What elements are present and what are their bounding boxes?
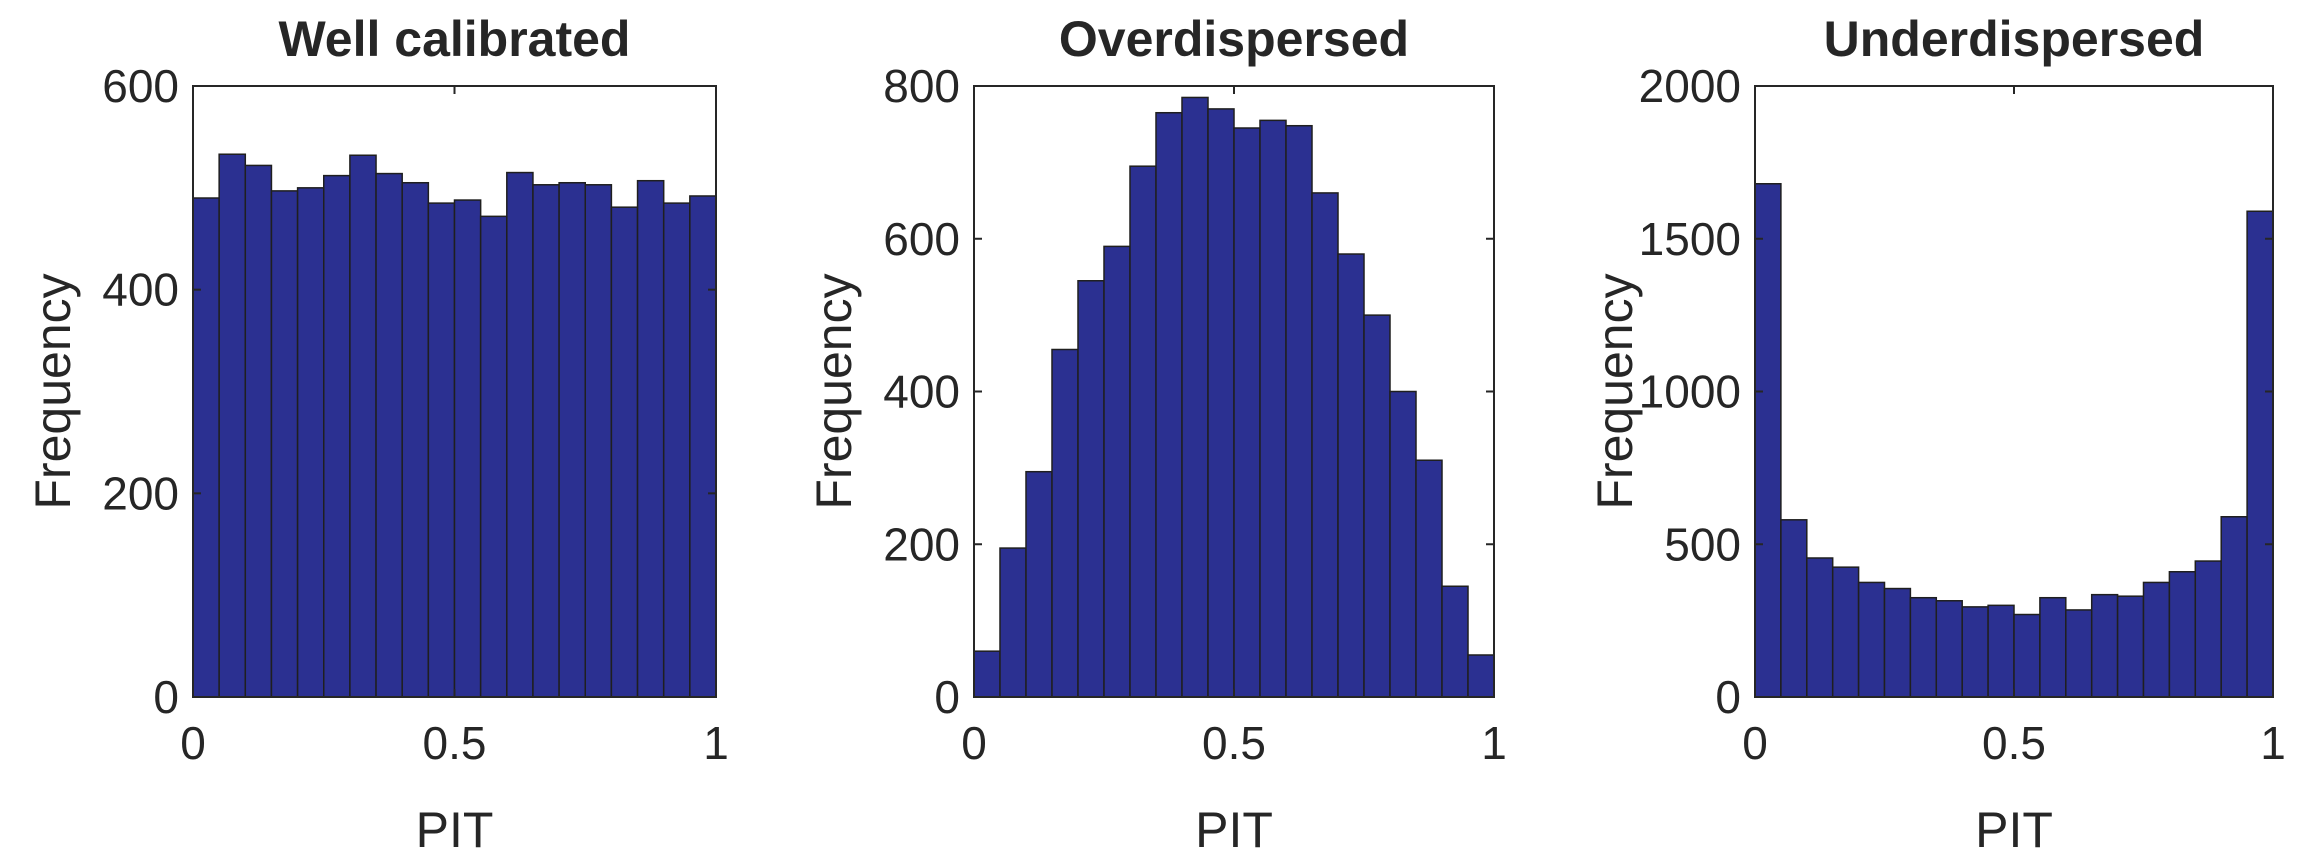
histogram-bar (2116, 595, 2145, 698)
histogram-bar (689, 195, 717, 698)
histogram-bar (244, 164, 273, 698)
y-tick-label: 400 (102, 264, 179, 316)
x-tick-label: 0 (1742, 717, 1768, 769)
y-tick-label: 600 (883, 213, 960, 265)
x-tick-label: 0.5 (1982, 717, 2046, 769)
x-tick-label: 1 (703, 717, 729, 769)
histogram-bar (1181, 96, 1209, 698)
histogram-bar (1233, 127, 1261, 698)
x-tick-label: 0 (961, 717, 987, 769)
histogram-bar (1207, 108, 1235, 698)
histogram-bar (2246, 210, 2274, 698)
chart-title: Underdispersed (1824, 11, 2205, 67)
histogram-bar (1987, 604, 2015, 698)
x-axis-label: PIT (1975, 802, 2053, 858)
histogram-bar (1806, 557, 1834, 698)
histogram-bar (1311, 192, 1339, 698)
histogram-bar (1441, 585, 1469, 698)
histogram-bar (2220, 516, 2248, 698)
histogram-bar (401, 181, 430, 698)
histogram-bar (1155, 111, 1183, 698)
histogram-bar (218, 153, 247, 698)
histogram-bar (1909, 596, 1938, 698)
histogram-bar (999, 547, 1027, 698)
histogram-bar (1337, 253, 1365, 698)
histogram-bar (1831, 566, 1860, 698)
histogram-bar (584, 184, 613, 698)
histogram-bar (349, 154, 377, 698)
histogram-bar (1285, 124, 1313, 698)
histogram-bar (1857, 581, 1886, 698)
histogram-bar (2065, 609, 2093, 698)
histogram-bar (1780, 519, 1808, 698)
chart-title: Overdispersed (1059, 11, 1409, 67)
histogram-bar (1129, 165, 1157, 698)
histogram-bar (427, 202, 456, 698)
histogram-bar (973, 650, 1001, 698)
x-axis-label: PIT (416, 802, 494, 858)
histogram-bar (1883, 587, 1912, 698)
histogram-bar (2039, 596, 2067, 698)
histogram-bar (375, 172, 403, 698)
histogram-bar (479, 215, 508, 698)
y-tick-label: 0 (934, 671, 960, 723)
y-tick-label: 800 (883, 60, 960, 112)
y-axis-label: Frequency (806, 273, 862, 509)
histogram-bar (2090, 593, 2119, 698)
histogram-bar (636, 179, 665, 698)
histogram-bar (1025, 470, 1053, 698)
y-tick-label: 200 (883, 518, 960, 570)
x-tick-label: 1 (2260, 717, 2286, 769)
chart-panel-3: 0 500 1000 1500 2000 0 0.5 1 Underdispersed PIT Fr… (1587, 11, 2286, 858)
x-axis-label: PIT (1195, 802, 1273, 858)
histogram-bar (1754, 183, 1782, 698)
chart-panel-1: 0 200 400 600 0 0.5 1 Well calibrated PIT Frequen… (25, 11, 729, 858)
histogram-bar (1961, 606, 1989, 698)
y-tick-label: 1000 (1639, 366, 1741, 418)
y-tick-label: 0 (153, 671, 179, 723)
histogram-bar (453, 199, 482, 698)
histogram-bar (1415, 459, 1443, 698)
x-tick-label: 0.5 (1202, 717, 1266, 769)
x-tick-label: 0.5 (423, 717, 487, 769)
histogram-bar (323, 174, 351, 698)
histogram-bar (2142, 581, 2171, 698)
histogram-bar (2168, 570, 2197, 698)
histogram-bar (1103, 245, 1131, 698)
y-axis-label: Frequency (1587, 273, 1643, 509)
histogram-bar (1077, 280, 1105, 698)
histogram-bar (1259, 119, 1287, 698)
chart-panel-2: 0 200 400 600 800 0 0.5 1 Overdispersed PIT Freque… (806, 11, 1507, 858)
chart-title: Well calibrated (279, 11, 631, 67)
y-tick-label: 1500 (1639, 213, 1741, 265)
y-tick-label: 500 (1664, 518, 1741, 570)
histogram-bar (532, 184, 560, 698)
histogram-bar (506, 171, 534, 698)
histogram-bar (1051, 348, 1079, 698)
histogram-bar (1935, 600, 1963, 698)
histogram-bar (610, 206, 639, 698)
y-tick-label: 400 (883, 366, 960, 418)
x-tick-label: 0 (180, 717, 206, 769)
histogram-bar (2013, 613, 2041, 698)
histogram-bar (2194, 560, 2222, 698)
y-tick-label: 200 (102, 467, 179, 519)
y-tick-label: 2000 (1639, 60, 1741, 112)
histogram-bar (558, 181, 586, 698)
histogram-bar (1363, 314, 1391, 698)
histogram-bar (1467, 654, 1495, 698)
y-tick-label: 0 (1715, 671, 1741, 723)
histogram-bar (270, 190, 299, 698)
histogram-bar (662, 202, 691, 698)
histogram-bar (296, 187, 325, 698)
x-tick-label: 1 (1481, 717, 1507, 769)
y-axis-label: Frequency (25, 273, 81, 509)
histogram-bar (1389, 390, 1417, 698)
histogram-bar (192, 197, 220, 698)
y-tick-label: 600 (102, 60, 179, 112)
